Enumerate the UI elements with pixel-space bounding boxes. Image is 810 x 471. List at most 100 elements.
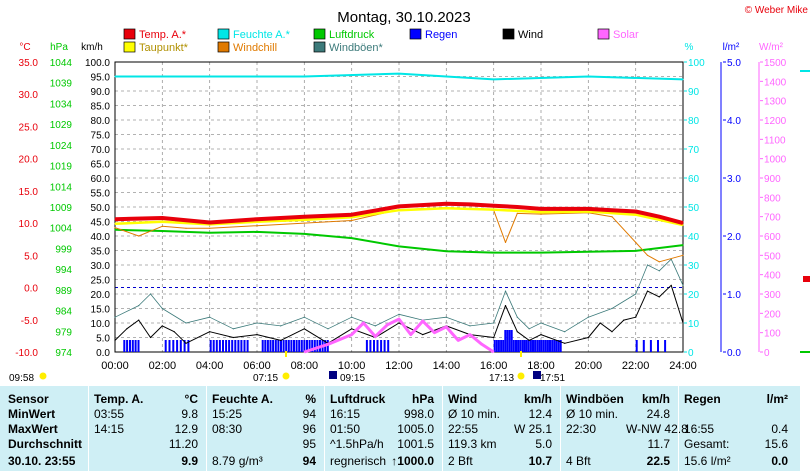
data-point — [682, 244, 684, 246]
data-point — [351, 316, 353, 318]
table-cell: 5.0 — [535, 437, 552, 451]
data-point — [682, 322, 684, 324]
table-cell: Ø 10 min. — [448, 407, 501, 421]
table-cell: 998.0 — [403, 407, 434, 421]
rain-bar — [179, 340, 182, 352]
data-point — [540, 208, 542, 210]
data-point — [611, 307, 613, 310]
table-cell: 14:15 — [94, 422, 125, 436]
rain-bar — [215, 340, 218, 352]
axis-tick-pressure: 989 — [55, 286, 72, 297]
data-point — [114, 339, 116, 341]
axis-tick-solar: 1300 — [764, 97, 787, 108]
table-header: l/m² — [766, 392, 788, 406]
data-point — [682, 222, 684, 224]
rain-bar — [306, 340, 308, 352]
rain-bar — [557, 340, 560, 352]
legend-swatch — [123, 41, 136, 53]
axis-tick-wind: 15.0 — [91, 305, 111, 316]
axis-tick-wind: 0.0 — [96, 348, 110, 359]
table-cell: 15:25 — [212, 407, 243, 421]
rain-bar — [274, 340, 277, 352]
legend-label: Luftdruck — [329, 29, 375, 41]
rain-bar — [369, 340, 372, 352]
data-point — [587, 210, 589, 213]
data-point — [611, 331, 613, 333]
axis-tick-wind: 25.0 — [91, 276, 111, 287]
rain-bar — [500, 340, 503, 352]
axis-tick-temp: 30.0 — [19, 90, 39, 101]
legend-swatch — [217, 41, 230, 53]
data-point — [564, 331, 566, 333]
data-point — [351, 328, 353, 330]
rain-bar — [183, 340, 186, 352]
rain-bar — [131, 340, 134, 352]
rain-bar — [293, 340, 295, 352]
rain-bar — [134, 340, 137, 352]
rain-bar — [521, 340, 524, 352]
rain-bar — [506, 330, 509, 352]
rain-bar — [376, 340, 379, 352]
rain-bar — [365, 340, 368, 352]
table-column-divider — [88, 386, 89, 471]
data-point — [481, 343, 483, 345]
rain-bar — [316, 340, 319, 352]
rain-bar — [209, 340, 212, 352]
data-point — [540, 334, 542, 336]
data-point — [422, 320, 424, 322]
table-header: °C — [184, 392, 198, 406]
axis-tick-rain: 2.0 — [727, 232, 741, 243]
data-point — [351, 219, 353, 222]
data-point — [469, 334, 471, 336]
table-cell: 15.6 — [764, 437, 788, 451]
data-point — [611, 209, 613, 211]
axis-tick-wind: 80.0 — [91, 116, 111, 127]
data-point — [493, 205, 495, 207]
moon-icon — [533, 371, 541, 379]
x-tick-label: 08:00 — [291, 360, 319, 372]
data-point — [327, 328, 329, 330]
axis-tick-wind: 20.0 — [91, 290, 111, 301]
rain-bar — [549, 340, 551, 352]
data-point — [209, 75, 211, 78]
rain-bar — [532, 340, 534, 352]
rain-bar — [546, 340, 549, 352]
x-tick-label: 20:00 — [575, 360, 603, 372]
rain-bar — [261, 340, 264, 352]
data-point — [682, 284, 684, 286]
data-point — [209, 227, 211, 229]
rain-bar — [508, 330, 511, 352]
data-point — [540, 211, 542, 213]
data-point — [256, 322, 258, 324]
rain-bar — [504, 330, 507, 352]
astro-time: 17:51 — [540, 373, 565, 384]
data-point — [114, 75, 116, 78]
data-point — [504, 241, 507, 243]
data-point — [398, 322, 400, 324]
data-point — [528, 328, 530, 330]
data-point — [635, 214, 637, 216]
table-cell: 16:55 — [684, 422, 715, 436]
axis-tick-pressure: 974 — [55, 348, 72, 359]
rain-bar — [168, 340, 171, 352]
axis-tick-humidity: 60 — [688, 174, 700, 185]
axis-tick-temp: 20.0 — [19, 155, 39, 166]
axis-tick-humidity: 50 — [688, 203, 700, 214]
data-point — [635, 210, 637, 213]
rain-bar — [551, 340, 554, 352]
rain-bar — [515, 340, 517, 352]
rain-bar — [246, 340, 249, 352]
axis-unit-pressure: hPa — [50, 42, 68, 53]
table-cell: 16:15 — [330, 407, 361, 421]
data-point — [114, 218, 116, 220]
legend-label: Taupunkt* — [139, 42, 189, 54]
x-tick-label: 16:00 — [480, 360, 508, 372]
rain-bar — [519, 340, 522, 352]
axis-tick-solar: 1500 — [764, 58, 787, 69]
axis-tick-wind: 40.0 — [91, 232, 111, 243]
rain-bar — [300, 340, 303, 352]
axis-tick-pressure: 1034 — [50, 99, 73, 110]
data-point — [351, 237, 353, 239]
rain-bar — [277, 340, 280, 352]
rain-bar — [527, 340, 530, 352]
